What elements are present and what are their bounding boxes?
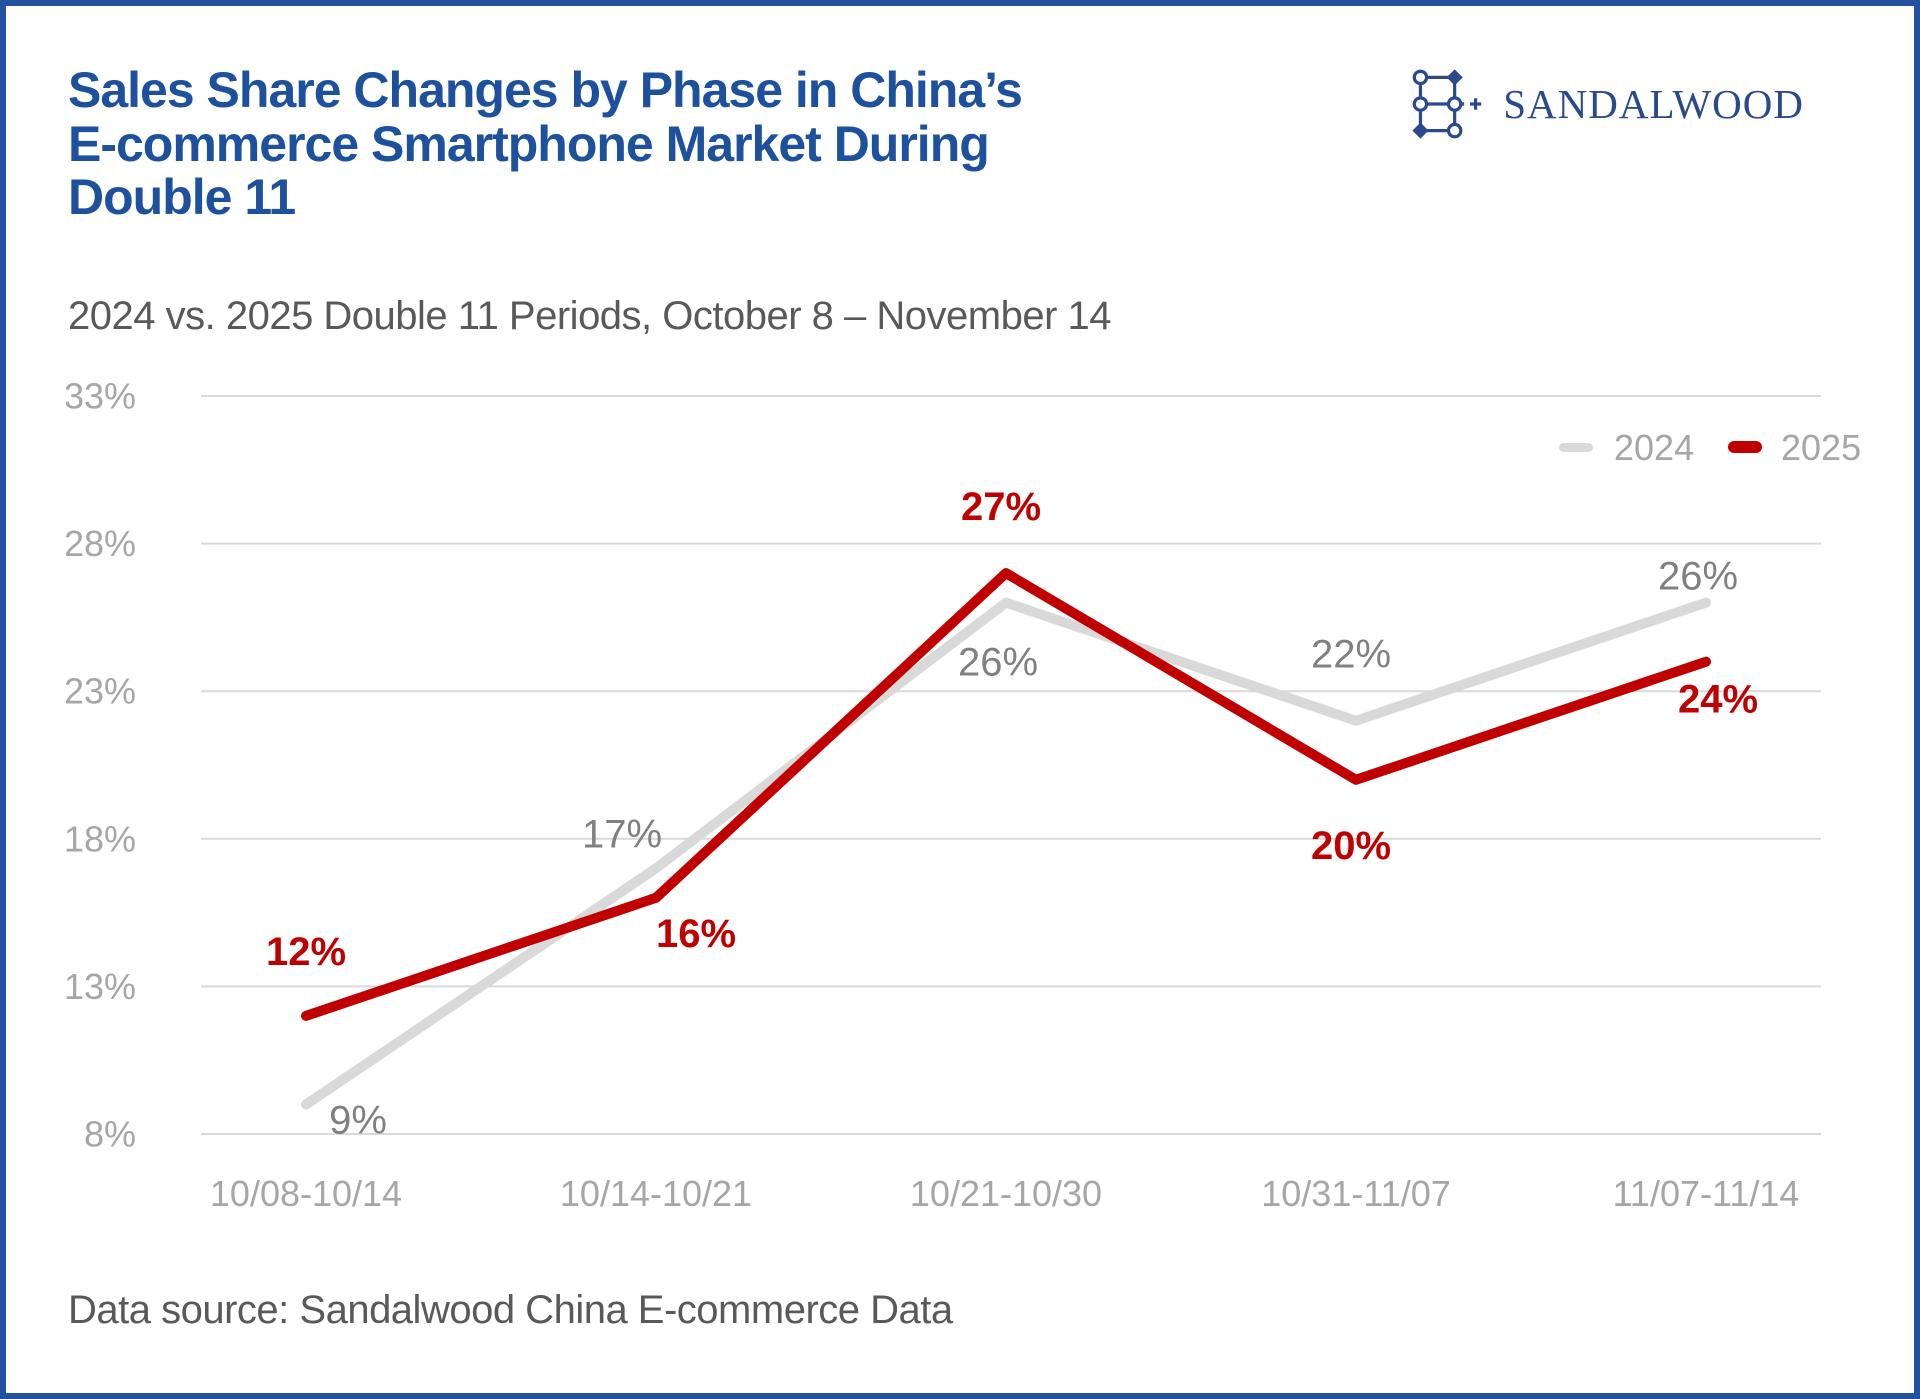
- data-label-2025: 12%: [266, 930, 346, 974]
- x-tick-label: 10/14-10/21: [560, 1173, 752, 1214]
- title-line-1: Sales Share Changes by Phase in China’s: [68, 62, 1023, 118]
- data-label-2024: 26%: [958, 641, 1038, 685]
- data-label-2025: 24%: [1678, 678, 1758, 722]
- sales-share-line-chart: 33% 28% 23% 18% 13% 8% 10/08-10/14 10/14-10/21 1…: [64, 376, 1861, 1215]
- x-tick-label: 11/07-11/14: [1613, 1173, 1800, 1214]
- data-label-2025: 20%: [1311, 824, 1391, 868]
- y-tick-label: 13%: [66, 966, 136, 1007]
- series-line-2025: [301, 568, 1711, 1021]
- data-label-2024: 17%: [582, 812, 662, 856]
- sandalwood-logo: SANDALWOOD: [1407, 66, 1804, 142]
- chart-subtitle: 2024 vs. 2025 Double 11 Periods, October…: [68, 294, 1112, 338]
- x-tick-label: 10/21-10/30: [910, 1173, 1102, 1214]
- data-label-2024: 26%: [1658, 555, 1738, 599]
- y-tick-label: 33%: [66, 376, 136, 417]
- x-tick-label: 10/08-10/14: [210, 1173, 402, 1214]
- node-grid-logo-icon: [1412, 69, 1482, 139]
- data-label-2025: 27%: [961, 485, 1041, 529]
- title-line-2: E-commerce Smartphone Market During: [68, 115, 990, 172]
- y-tick-label: 8%: [84, 1114, 136, 1155]
- logo-wordmark: SANDALWOOD: [1503, 81, 1804, 127]
- data-source-note: Data source: Sandalwood China E-commerce…: [68, 1288, 953, 1332]
- y-tick-label: 18%: [66, 818, 136, 859]
- y-tick-label: 28%: [66, 523, 136, 564]
- x-tick-label: 10/31-11/07: [1261, 1173, 1451, 1214]
- page-title: Sales Share Changes by Phase in China’s …: [68, 62, 1048, 225]
- title-line-3: Double 11: [68, 169, 296, 225]
- legend-label-2024: 2024: [1614, 427, 1694, 468]
- legend-swatch-2024: [1559, 443, 1593, 452]
- data-label-2024: 22%: [1311, 633, 1391, 677]
- data-label-2025: 16%: [656, 912, 736, 956]
- data-label-2024: 9%: [329, 1098, 387, 1142]
- legend-swatch-2025: [1728, 441, 1762, 453]
- y-tick-label: 23%: [66, 671, 136, 712]
- legend-label-2025: 2025: [1781, 427, 1861, 468]
- chart-area: 33% 28% 23% 18% 13% 8% 10/08-10/14 10/14-10/21 1…: [64, 351, 1866, 1231]
- series-line-2024: [301, 597, 1711, 1110]
